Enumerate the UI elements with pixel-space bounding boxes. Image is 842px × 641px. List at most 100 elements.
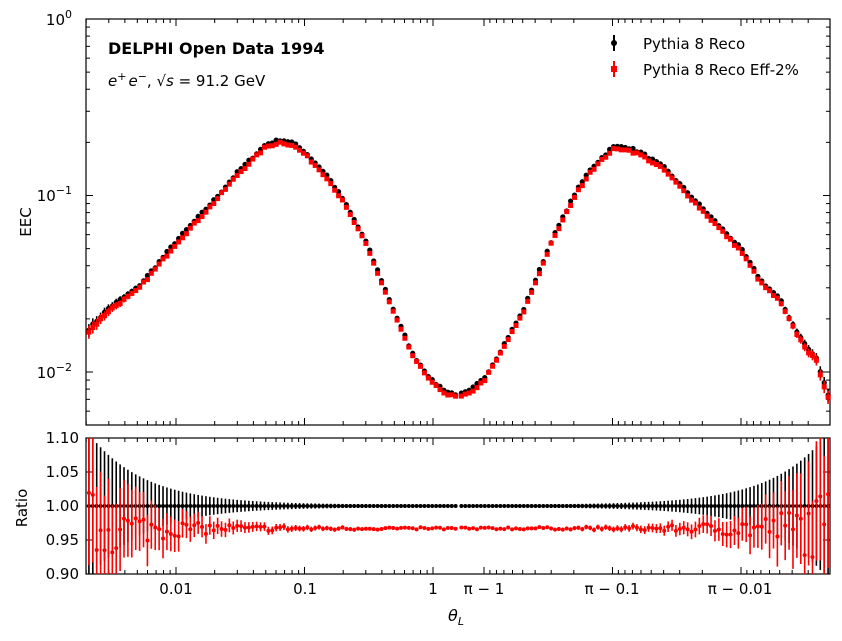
data-point: [735, 245, 741, 251]
data-point: [579, 183, 585, 189]
data-point: [677, 183, 683, 189]
ratio-point: [459, 504, 464, 508]
data-point: [289, 142, 295, 148]
data-point: [105, 309, 111, 315]
ratio-point: [584, 525, 589, 530]
ratio-point: [157, 504, 162, 508]
ratio-point: [359, 527, 364, 532]
ratio-point: [592, 504, 597, 508]
ratio-point: [114, 546, 119, 551]
data-point: [493, 357, 499, 363]
ratio-point: [724, 504, 729, 508]
data-point: [505, 337, 511, 343]
data-point: [583, 176, 589, 182]
data-point: [234, 172, 240, 178]
data-point: [462, 391, 468, 397]
data-point: [164, 248, 170, 255]
ratio-point: [293, 525, 298, 530]
ratio-point: [207, 504, 212, 508]
ratio-point: [90, 492, 95, 497]
ratio-point: [471, 504, 476, 508]
data-point: [767, 288, 773, 294]
ratio-point: [399, 504, 404, 508]
ratio-point: [595, 525, 600, 530]
data-point: [335, 189, 342, 195]
ratio-point: [184, 522, 189, 527]
data-point: [564, 209, 570, 215]
data-point: [386, 299, 392, 305]
ratio-point: [662, 528, 667, 533]
main-plot-panel: 10−2 10−1 100 EEC DELPHI Open Data 1994 …: [17, 8, 831, 426]
data-point: [359, 233, 365, 239]
ratio-point: [402, 504, 407, 508]
ratio-point: [822, 522, 827, 527]
ratio-point: [681, 525, 686, 530]
ratio-point: [627, 526, 632, 531]
ratio-point: [525, 526, 530, 531]
ratio-point: [716, 527, 721, 532]
data-point: [90, 324, 96, 330]
data-point: [129, 290, 135, 296]
data-point: [634, 150, 640, 156]
data-point: [509, 329, 515, 335]
ratio-point: [371, 527, 376, 532]
data-point: [743, 256, 749, 262]
data-point: [164, 253, 170, 259]
ratio-point: [200, 524, 205, 529]
ratio-point: [320, 504, 325, 508]
ratio-point: [176, 504, 181, 508]
ratio-point: [482, 504, 487, 508]
ratio-point: [545, 504, 550, 508]
data-point: [238, 169, 244, 175]
ratio-point: [328, 504, 333, 508]
data-point: [86, 329, 92, 335]
ratio-point: [434, 504, 439, 508]
ratio-point: [783, 523, 788, 528]
ratio-point: [513, 504, 518, 508]
ratio-point: [270, 528, 275, 533]
ratio-point: [673, 504, 678, 508]
ratio-point: [328, 526, 333, 531]
data-point: [724, 234, 730, 240]
ratio-point: [560, 527, 565, 532]
ratio-point: [677, 504, 682, 508]
data-point: [802, 344, 808, 350]
data-point: [418, 363, 424, 369]
ratio-point: [463, 525, 468, 530]
x-tick-labels: 0.01 0.1 1 π − 1 π − 0.1 π − 0.01: [159, 580, 772, 598]
ratio-point: [118, 527, 123, 532]
ratio-point: [467, 504, 472, 508]
data-point: [712, 221, 718, 227]
data-point: [614, 146, 620, 152]
ratio-point: [615, 504, 620, 508]
ratio-point: [317, 525, 322, 530]
ratio-point: [549, 526, 554, 531]
ratio-point: [646, 525, 651, 530]
ratio-point: [763, 517, 768, 522]
ratio-point: [274, 504, 279, 508]
ratio-point: [689, 504, 694, 508]
ratio-point: [650, 525, 655, 530]
ratio-point: [498, 526, 503, 531]
data-point: [798, 337, 804, 343]
data-point: [544, 251, 550, 257]
ratio-point: [623, 525, 628, 530]
data-point: [336, 193, 342, 199]
ratio-point: [650, 504, 655, 508]
ratio-point: [293, 504, 298, 508]
data-point: [673, 179, 679, 185]
data-point: [429, 379, 435, 385]
data-point: [195, 218, 201, 224]
ratio-point: [438, 504, 443, 508]
y-tick-label-1e0: 100: [46, 8, 72, 29]
ratio-point: [576, 504, 581, 508]
ratio-point: [545, 525, 550, 530]
data-point: [183, 231, 189, 237]
data-point: [445, 392, 451, 398]
ratio-point: [266, 528, 271, 533]
ratio-point: [227, 523, 232, 528]
data-point: [382, 289, 388, 295]
data-point: [406, 344, 412, 350]
ratio-point: [748, 533, 753, 538]
ratio-point: [662, 504, 667, 508]
